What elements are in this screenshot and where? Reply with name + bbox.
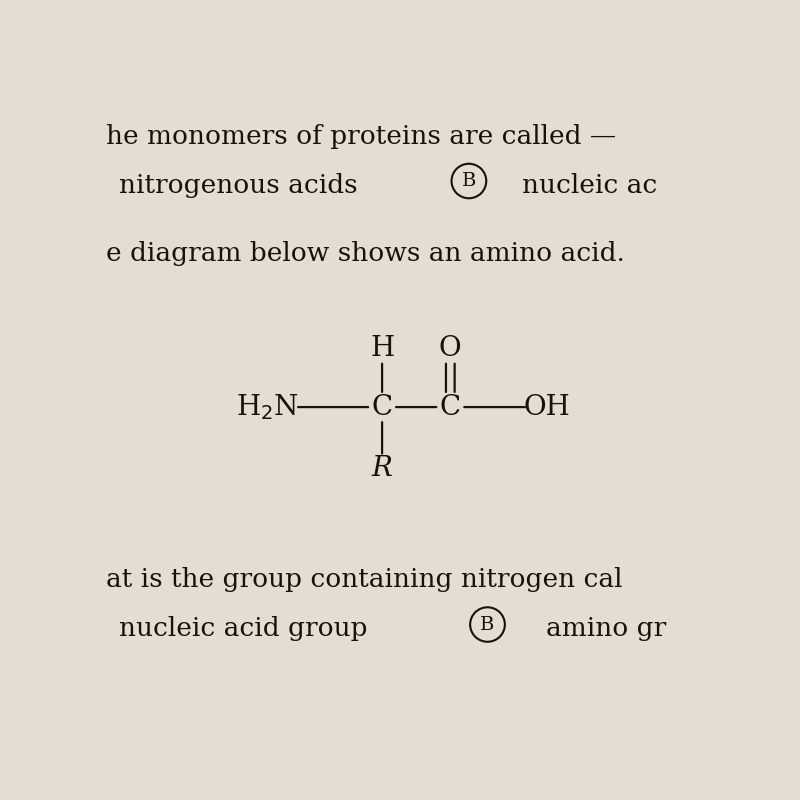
Text: B: B (480, 615, 494, 634)
Text: he monomers of proteins are called —: he monomers of proteins are called — (106, 123, 616, 149)
Text: nitrogenous acids: nitrogenous acids (118, 173, 358, 198)
Text: R: R (372, 455, 393, 482)
Text: at is the group containing nitrogen cal: at is the group containing nitrogen cal (106, 567, 622, 592)
Text: H: H (370, 335, 394, 362)
Text: O: O (439, 335, 462, 362)
Text: H$_2$N: H$_2$N (236, 392, 298, 422)
Text: e diagram below shows an amino acid.: e diagram below shows an amino acid. (106, 241, 625, 266)
Text: amino gr: amino gr (546, 616, 666, 642)
Text: nucleic ac: nucleic ac (522, 173, 657, 198)
Text: OH: OH (523, 394, 570, 421)
Text: C: C (371, 394, 393, 421)
Text: nucleic acid group: nucleic acid group (118, 616, 367, 642)
Text: C: C (440, 394, 461, 421)
Text: B: B (462, 172, 476, 190)
